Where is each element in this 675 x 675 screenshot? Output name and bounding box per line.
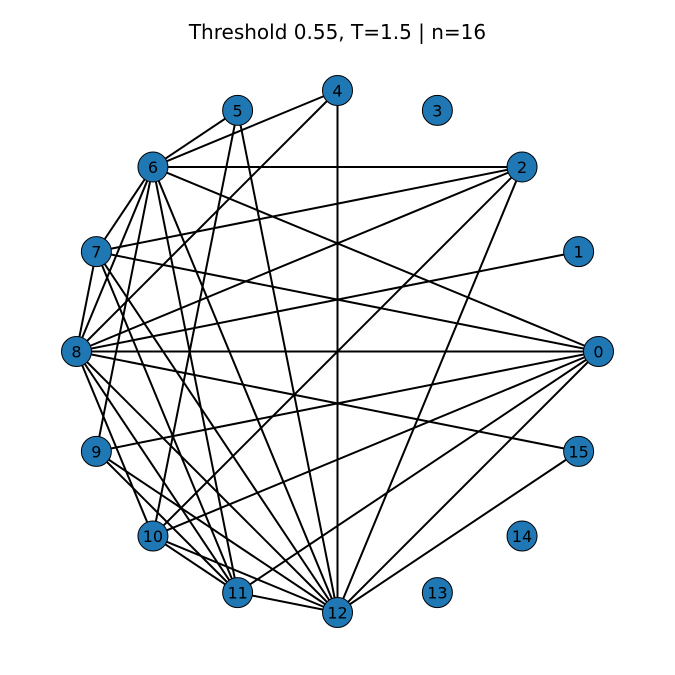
node-circle: [61, 336, 92, 367]
node-label: 4: [332, 82, 342, 101]
node-label: 15: [568, 442, 588, 461]
graph-title: Threshold 0.55, T=1.5 | n=16: [188, 20, 486, 44]
edge-2-12: [336, 166, 523, 613]
edge-0-10: [152, 350, 599, 537]
edge-8-10: [75, 351, 154, 537]
edge-1-8: [76, 250, 579, 353]
node-circle: [506, 151, 538, 183]
node-3: 3: [421, 94, 453, 126]
node-1: 1: [563, 236, 595, 268]
node-circle: [222, 577, 254, 609]
node-circle: [322, 597, 353, 628]
node-9: 9: [80, 435, 112, 467]
edge-0-7: [96, 250, 599, 353]
edge-12-15: [336, 450, 580, 614]
edge-0-6: [152, 166, 599, 353]
node-4: 4: [322, 75, 353, 106]
edge-8-11: [75, 350, 239, 594]
node-circle: [80, 236, 112, 268]
edge-9-11: [95, 450, 239, 594]
node-6: 6: [137, 151, 169, 183]
node-12: 12: [322, 597, 353, 628]
edge-6-9: [95, 166, 154, 452]
edge-7-12: [95, 251, 339, 614]
edge-2-8: [76, 166, 523, 353]
node-label: 11: [227, 584, 247, 603]
edge-7-11: [95, 251, 239, 594]
node-label: 13: [427, 584, 447, 603]
node-label: 2: [517, 158, 527, 177]
node-0: 0: [583, 336, 614, 367]
node-circle: [421, 577, 453, 609]
node-7: 7: [80, 236, 112, 268]
edge-10-12: [152, 535, 338, 614]
edge-5-10: [151, 110, 239, 537]
node-circle: [137, 520, 169, 552]
node-label: 10: [143, 527, 163, 546]
node-label: 5: [233, 101, 243, 120]
node-label: 9: [91, 442, 101, 461]
node-circle: [322, 75, 353, 106]
node-11: 11: [222, 577, 254, 609]
node-label: 3: [432, 101, 442, 120]
edge-4-6: [152, 89, 338, 168]
node-label: 8: [71, 343, 81, 362]
edge-11-12: [237, 591, 338, 614]
node-label: 14: [512, 527, 532, 546]
edge-6-8: [75, 166, 154, 352]
node-5: 5: [222, 94, 254, 126]
node-15: 15: [563, 435, 595, 467]
node-label: 12: [327, 604, 347, 623]
node-10: 10: [137, 520, 169, 552]
edge-5-6: [152, 109, 239, 168]
edge-5-12: [236, 110, 339, 613]
node-circle: [583, 336, 614, 367]
node-circle: [137, 151, 169, 183]
edge-9-12: [95, 450, 339, 614]
node-circle: [563, 236, 595, 268]
node-circle: [222, 94, 254, 126]
node-label: 0: [593, 343, 603, 362]
edge-6-7: [95, 166, 154, 253]
edge-7-8: [75, 251, 98, 352]
node-circle: [80, 435, 112, 467]
edge-6-11: [151, 166, 239, 593]
node-13: 13: [421, 577, 453, 609]
edge-8-12: [75, 350, 339, 614]
node-circle: [421, 94, 453, 126]
node-circle: [506, 520, 538, 552]
node-circle: [563, 435, 595, 467]
edge-6-12: [152, 166, 339, 613]
node-label: 7: [91, 243, 101, 262]
edges-layer: [75, 89, 600, 614]
node-label: 6: [148, 158, 158, 177]
edge-10-11: [152, 535, 239, 594]
edge-0-9: [96, 350, 599, 453]
node-label: 1: [574, 243, 584, 262]
node-14: 14: [506, 520, 538, 552]
node-2: 2: [506, 151, 538, 183]
node-8: 8: [61, 336, 92, 367]
edge-8-15: [76, 350, 579, 453]
edge-0-12: [336, 350, 600, 614]
